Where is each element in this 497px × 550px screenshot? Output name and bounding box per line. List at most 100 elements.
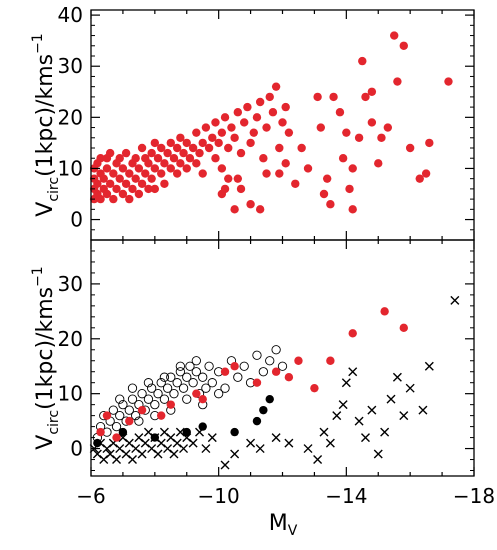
data-point (268, 108, 278, 117)
top-y-label-rest: (1kpc)/kms (33, 54, 58, 177)
data-point (354, 133, 364, 142)
data-point-open (191, 367, 201, 377)
data-point (230, 133, 239, 142)
data-point-cross (153, 449, 163, 459)
data-point (255, 97, 265, 107)
data-point-open (265, 356, 275, 366)
data-point (303, 164, 313, 173)
data-point (243, 102, 252, 112)
data-point (342, 128, 351, 137)
data-point (128, 184, 137, 194)
data-point (338, 154, 348, 163)
data-point-open (239, 361, 249, 371)
data-point-open (111, 421, 122, 432)
data-point-open (271, 345, 281, 355)
data-point (102, 189, 112, 199)
top-y-label-main: V (33, 202, 58, 217)
data-point (240, 118, 249, 127)
data-point-cross (246, 438, 256, 448)
data-point-cross (188, 438, 198, 448)
data-point (109, 194, 118, 204)
data-point (259, 154, 268, 163)
data-point (166, 400, 175, 409)
data-point (121, 148, 131, 158)
data-point (230, 205, 239, 214)
top-y-label-sup: −1 (30, 33, 46, 54)
top-plot-area (89, 31, 453, 214)
data-point (348, 205, 357, 214)
data-point-cross (424, 361, 434, 371)
data-point (112, 184, 121, 194)
data-point (405, 143, 415, 153)
data-point-cross (399, 411, 409, 421)
data-point (157, 143, 166, 153)
bottom-y-label-sub: circ (46, 410, 62, 435)
data-point-open (127, 383, 138, 393)
bottom-y-label-rest: (1kpc)/kms (33, 287, 58, 410)
data-point (195, 148, 204, 158)
bottom-x-ticks (90, 240, 475, 476)
data-point (147, 148, 156, 158)
data-point (297, 143, 306, 153)
data-point-open (182, 394, 192, 404)
data-point-cross (354, 416, 364, 426)
data-point (118, 189, 128, 199)
data-point-open (159, 394, 170, 404)
data-point (102, 411, 112, 420)
data-point (163, 148, 172, 158)
data-point (137, 179, 147, 188)
data-point (208, 133, 217, 142)
data-point (201, 123, 211, 132)
data-point (93, 179, 102, 188)
data-point (176, 159, 185, 168)
data-point-cross (392, 372, 402, 382)
data-point (252, 378, 262, 387)
data-point-cross (220, 460, 230, 470)
data-point (217, 128, 227, 137)
data-point (246, 200, 255, 209)
data-point (374, 159, 383, 168)
data-point-cross (303, 444, 313, 454)
data-point (252, 113, 262, 122)
data-point (278, 118, 287, 127)
data-point (265, 394, 274, 404)
data-point-open (108, 405, 118, 415)
data-point (182, 427, 191, 437)
data-point (137, 143, 147, 153)
data-point-open (214, 389, 224, 399)
data-point-cross (127, 455, 137, 465)
data-point-cross (405, 383, 415, 393)
data-point (249, 128, 258, 137)
y-tick-label: 10 (58, 382, 83, 406)
data-point-cross (450, 295, 460, 305)
data-point (172, 143, 182, 153)
data-point (220, 113, 230, 122)
bottom-plot-area (89, 295, 460, 470)
data-point (361, 92, 370, 102)
data-point (367, 87, 377, 96)
data-point (358, 56, 367, 66)
data-point-cross (313, 455, 323, 465)
data-point (271, 367, 281, 376)
data-point (125, 169, 134, 178)
data-point (157, 411, 166, 420)
data-point (399, 323, 408, 333)
data-point (141, 169, 150, 178)
data-point (169, 154, 179, 163)
data-point (131, 154, 140, 163)
data-point (322, 174, 332, 183)
data-point (262, 123, 271, 132)
data-point (380, 307, 389, 316)
data-point-cross (284, 438, 294, 448)
data-point (211, 154, 220, 163)
data-point-cross (386, 394, 396, 404)
data-point (326, 356, 335, 365)
data-point (118, 164, 128, 173)
data-point (316, 123, 325, 132)
data-point (326, 200, 335, 209)
data-point (185, 154, 195, 163)
data-point (294, 356, 303, 365)
bottom-panel: 0 10 20 30 Vcirc(1kpc)/kms−1 (30, 239, 475, 477)
top-y-label-sub: circ (46, 177, 62, 202)
y-tick-label: 40 (58, 3, 83, 27)
